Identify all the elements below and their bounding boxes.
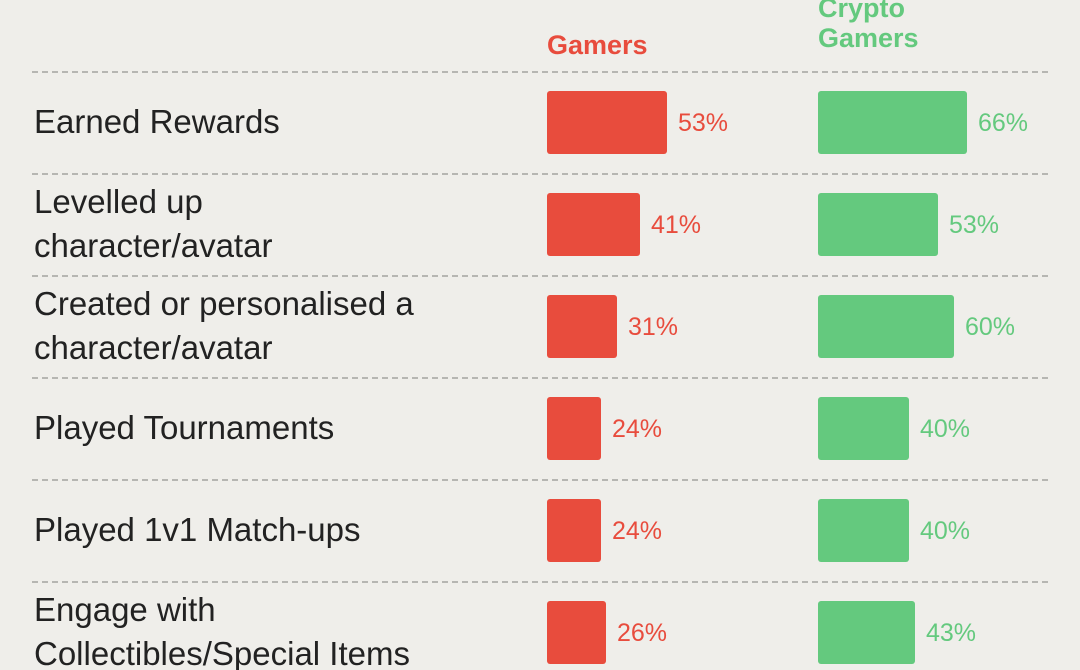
row-divider bbox=[32, 173, 1048, 175]
crypto-gamers-bar bbox=[818, 193, 938, 256]
crypto-gamers-value-label: 43% bbox=[926, 619, 977, 647]
gamers-value-label: 53% bbox=[678, 109, 729, 137]
gamers-bar bbox=[547, 91, 667, 154]
row-divider bbox=[32, 377, 1048, 379]
category-label: Levelled up character/avatar bbox=[34, 183, 273, 264]
gamers-bar bbox=[547, 193, 640, 256]
gamers-value-label: 41% bbox=[651, 211, 702, 239]
crypto-gamers-column-header: Crypto Gamers bbox=[818, 0, 919, 53]
category-label: Played 1v1 Match-ups bbox=[34, 511, 361, 548]
gamers-column-header: Gamers bbox=[547, 30, 648, 60]
category-label: Engage with Collectibles/Special Items bbox=[34, 591, 410, 670]
crypto-gamers-value-label: 53% bbox=[949, 211, 1000, 239]
row-divider bbox=[32, 581, 1048, 583]
crypto-gamers-bar bbox=[818, 397, 909, 460]
row-divider bbox=[32, 275, 1048, 277]
category-label: Played Tournaments bbox=[34, 409, 335, 446]
category-label: Earned Rewards bbox=[34, 103, 280, 140]
gamers-bar bbox=[547, 499, 601, 562]
gamers-value-label: 24% bbox=[612, 415, 663, 443]
crypto-gamers-value-label: 40% bbox=[920, 415, 971, 443]
crypto-gamers-value-label: 40% bbox=[920, 517, 971, 545]
gamers-value-label: 24% bbox=[612, 517, 663, 545]
gamers-value-label: 26% bbox=[617, 619, 668, 647]
crypto-gamers-bar bbox=[818, 91, 967, 154]
gamers-bar bbox=[547, 601, 606, 664]
category-label: Created or personalised a character/avat… bbox=[34, 285, 414, 366]
crypto-gamers-bar bbox=[818, 295, 954, 358]
crypto-gamers-value-label: 66% bbox=[978, 109, 1029, 137]
gamers-bar bbox=[547, 397, 601, 460]
row-divider bbox=[32, 71, 1048, 73]
row-divider bbox=[32, 479, 1048, 481]
crypto-gamers-bar bbox=[818, 499, 909, 562]
crypto-gamers-value-label: 60% bbox=[965, 313, 1016, 341]
gamers-bar bbox=[547, 295, 617, 358]
crypto-gamers-bar bbox=[818, 601, 915, 664]
gamers-value-label: 31% bbox=[628, 313, 679, 341]
